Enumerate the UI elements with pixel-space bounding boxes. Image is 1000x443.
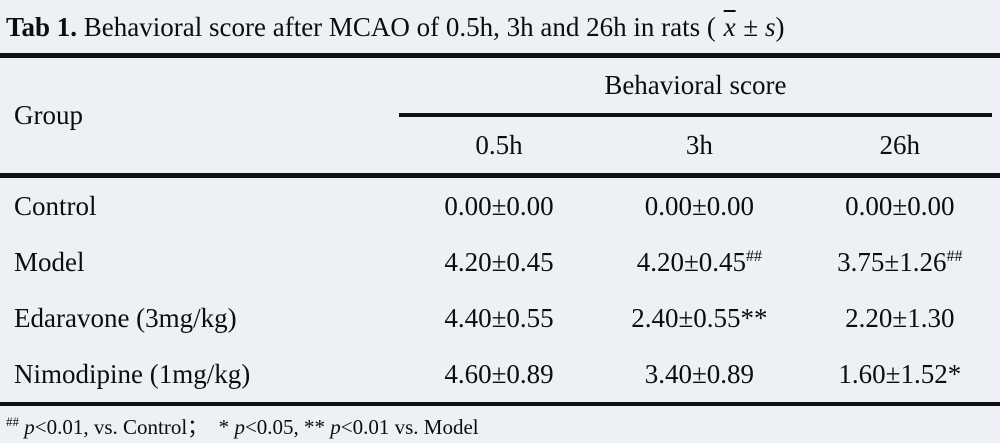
cell-control-3h: 0.00±0.00 <box>599 176 799 235</box>
row-label: Edaravone (3mg/kg) <box>14 302 237 333</box>
subheader-26h: 26h <box>799 117 1000 178</box>
table-row-control: Control 0.00±0.00 0.00±0.00 0.00±0.00 <box>0 176 1000 235</box>
cell-value: 4.60±0.89 <box>444 358 554 389</box>
p-symbol: p <box>330 415 341 439</box>
behavioral-score-span-label: Behavioral score <box>398 58 992 117</box>
cell-model-0-5h: 4.20±0.45 <box>399 234 599 290</box>
cell-value: 1.60±1.52* <box>838 358 962 389</box>
footnote-text: <0.01 vs. Model <box>340 415 479 439</box>
significance-marker: ## <box>946 247 963 265</box>
cell-edaravone-3h: 2.40±0.55** <box>599 290 799 346</box>
cell-value: 3.40±0.89 <box>644 358 755 389</box>
cell-value: 3.75±1.26 <box>837 246 947 277</box>
mean-symbol: x <box>723 12 736 42</box>
header-row-times: 0.5h 3h 26h <box>0 117 1000 178</box>
header-row-span: Group Behavioral score <box>0 55 1000 178</box>
group-column-header: Group <box>0 55 399 178</box>
cell-edaravone-0-5h: 4.40±0.55 <box>399 290 599 346</box>
table-row-edaravone: Edaravone (3mg/kg) 4.40±0.55 2.40±0.55**… <box>0 290 1000 346</box>
p-symbol: p <box>234 415 245 439</box>
behavioral-score-span-header: Behavioral score <box>398 56 1000 117</box>
plus-minus-symbol: ± <box>736 12 765 42</box>
cell-value: 4.40±0.55 <box>444 302 554 333</box>
subheader-3h: 3h <box>599 117 800 178</box>
row-label: Model <box>14 246 85 277</box>
cell-model-26h: 3.75±1.26## <box>800 234 1000 290</box>
cell-value: 2.40±0.55** <box>631 302 768 333</box>
row-label: Nimodipine (1mg/kg) <box>0 346 399 406</box>
cell-nimodipine-3h: 3.40±0.89 <box>599 346 800 406</box>
p-symbol: p <box>24 415 35 439</box>
cell-value: 4.20±0.45 <box>636 246 747 277</box>
cell-control-26h: 0.00±0.00 <box>800 176 1000 235</box>
cell-value: 0.00±0.00 <box>845 190 955 221</box>
table-row-nimodipine: Nimodipine (1mg/kg) 4.60±0.89 3.40±0.89 … <box>0 346 1000 406</box>
subheader-0-5h: 0.5h <box>398 117 600 178</box>
cell-edaravone-26h: 2.20±1.30 <box>800 290 1000 346</box>
table-number-label: Tab 1. <box>6 12 78 42</box>
table-row-model: Model 4.20±0.45 4.20±0.45## 3.75±1.26## <box>0 234 1000 290</box>
hash-marker: ## <box>6 414 19 429</box>
cell-value: 2.20±1.30 <box>845 302 955 333</box>
cell-nimodipine-26h: 1.60±1.52* <box>799 346 1000 406</box>
row-label: Control <box>14 190 97 221</box>
cell-nimodipine-0-5h: 4.60±0.89 <box>398 346 600 406</box>
caption-text: Behavioral score after MCAO of 0.5h, 3h … <box>77 12 723 42</box>
cell-value: 4.20±0.45 <box>444 246 554 277</box>
caption-close-paren: ) <box>775 12 785 42</box>
significance-marker: ## <box>746 247 763 265</box>
footnote-text: <0.01, vs. Control； * <box>34 415 235 439</box>
table-caption: Tab 1. Behavioral score after MCAO of 0.… <box>0 0 1000 42</box>
sd-symbol: s <box>764 12 776 42</box>
cell-model-3h: 4.20±0.45## <box>599 234 799 290</box>
cell-control-0-5h: 0.00±0.00 <box>399 176 599 235</box>
behavioral-score-table: Group Behavioral score 0.5h 3h 26h Contr… <box>0 53 1000 406</box>
table-footnote: ## p<0.01, vs. Control； * p<0.05, ** p<0… <box>0 406 1000 440</box>
footnote-text: <0.05, ** <box>244 415 331 439</box>
cell-value: 0.00±0.00 <box>644 190 755 221</box>
cell-value: 0.00±0.00 <box>444 190 554 221</box>
